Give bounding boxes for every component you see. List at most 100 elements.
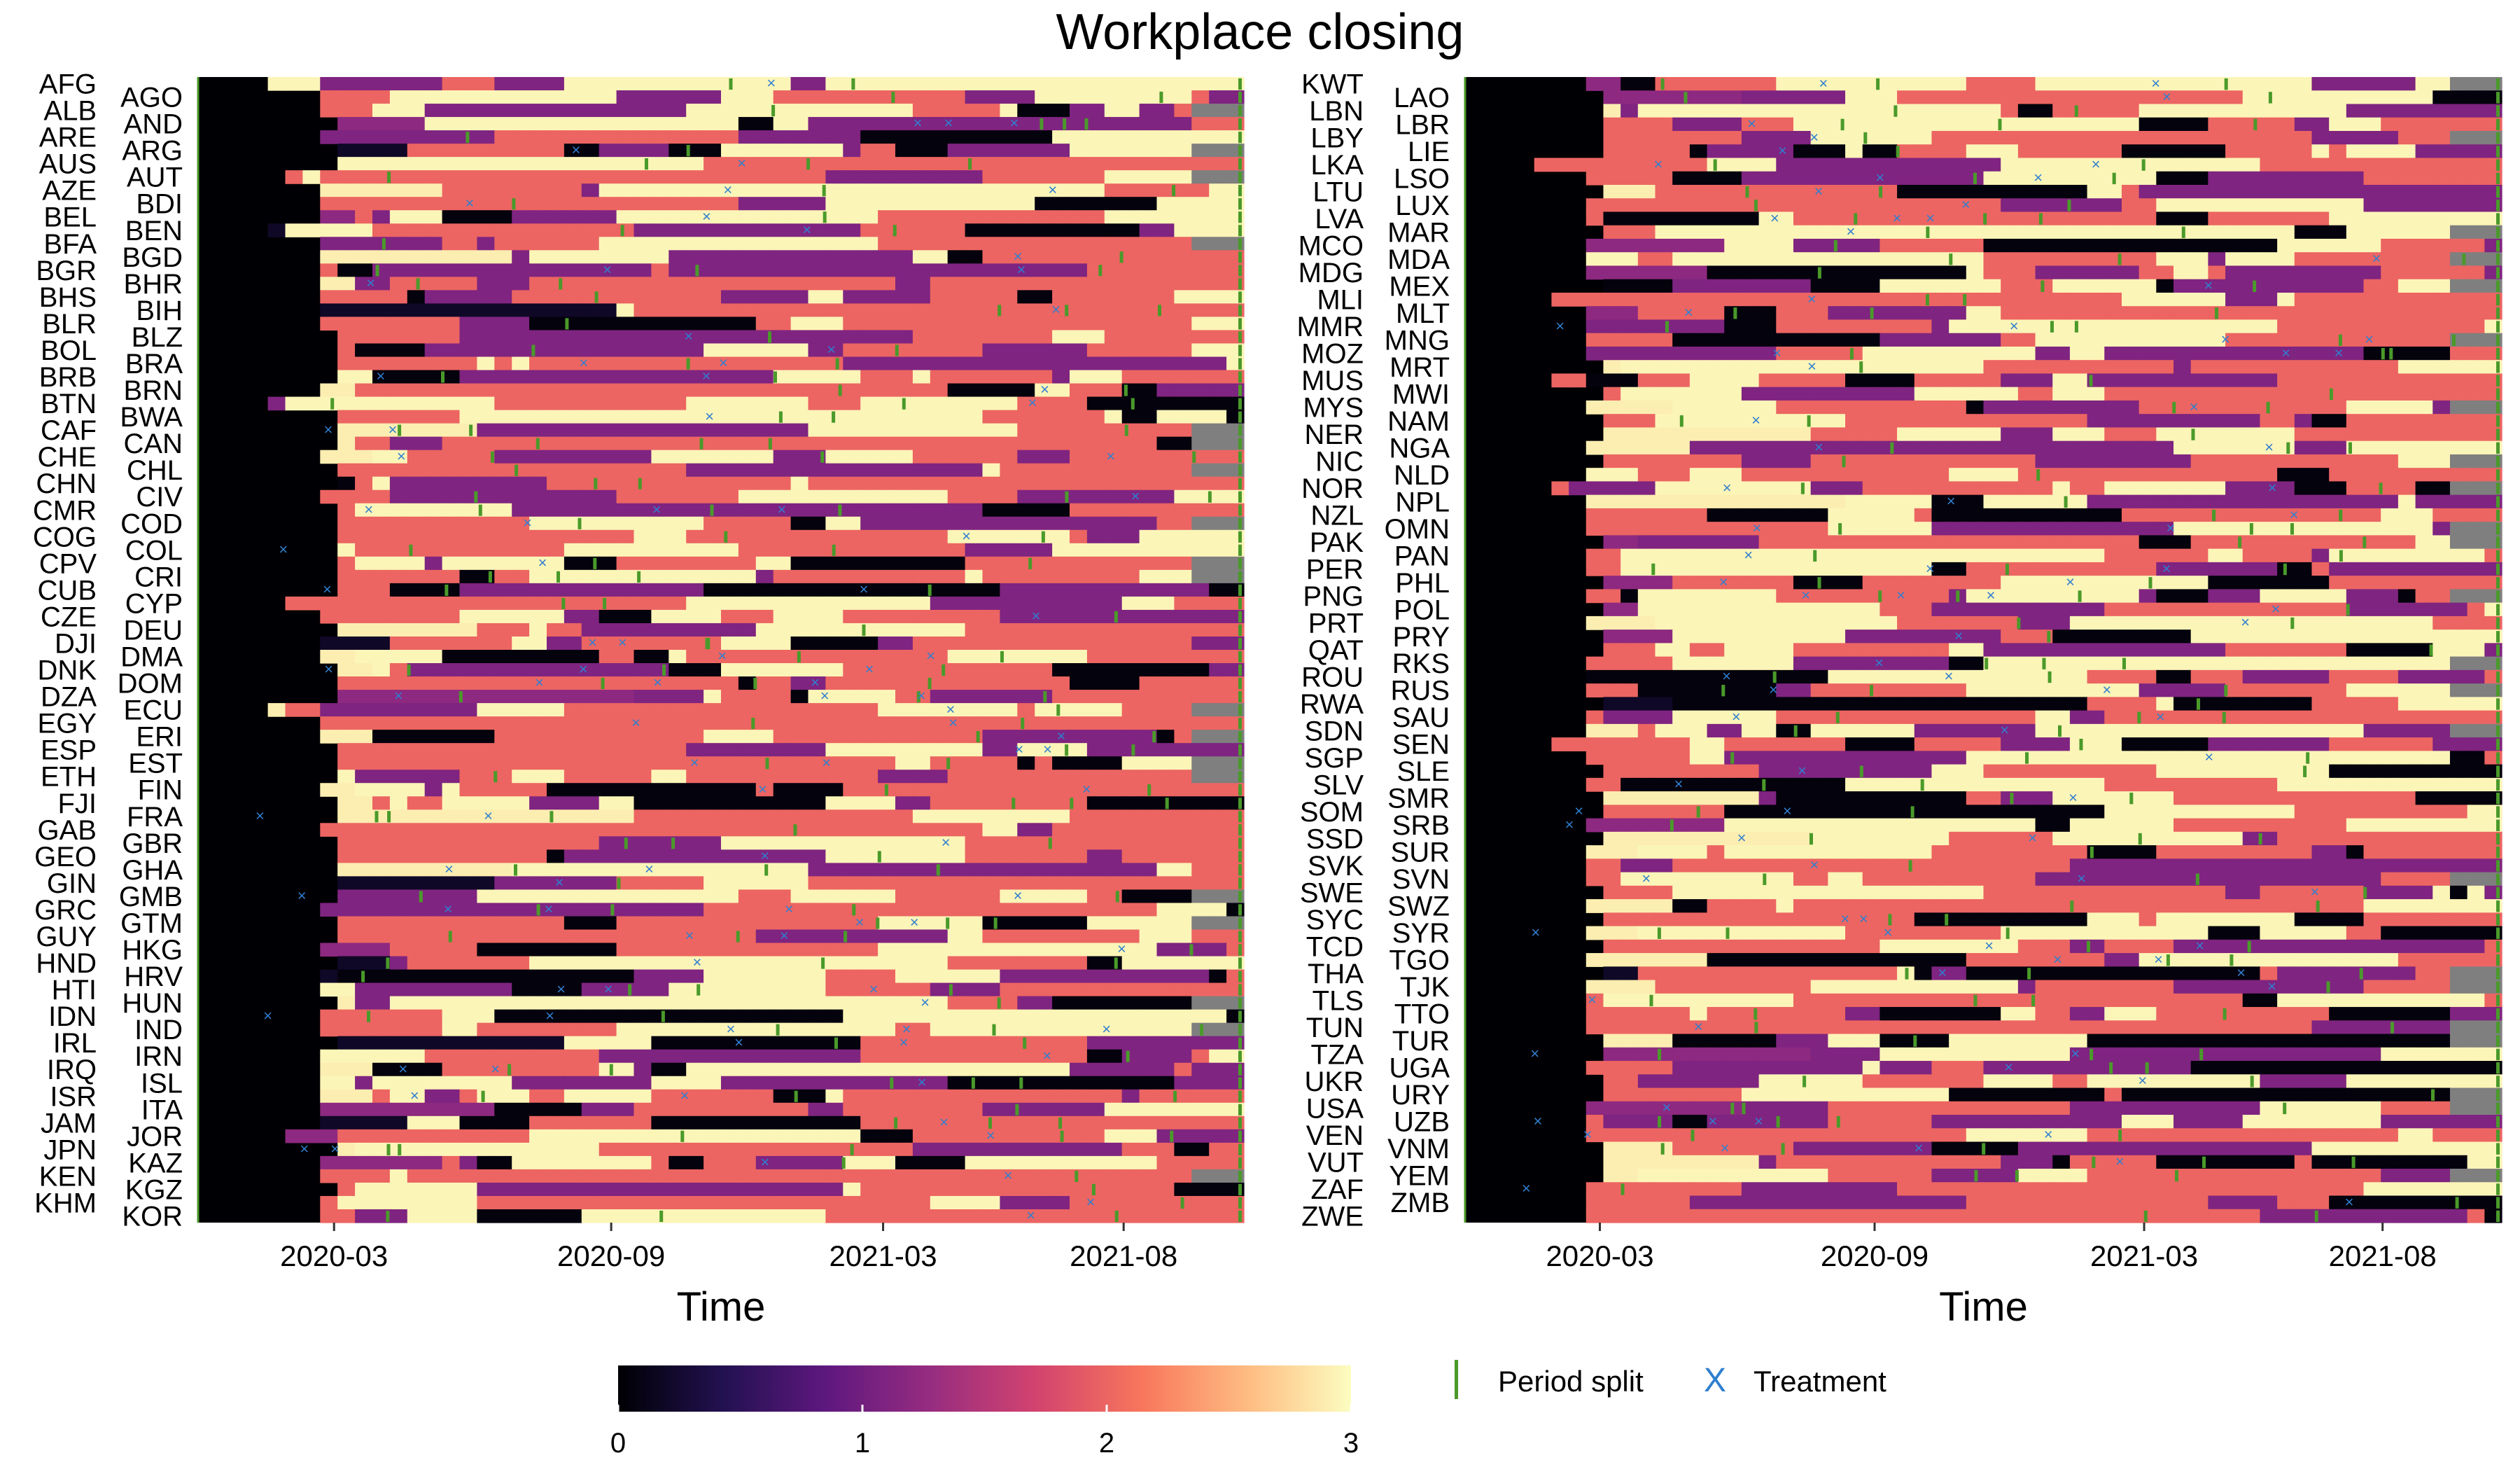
treatment-marker: × bbox=[484, 807, 493, 824]
heatmap-cell bbox=[843, 250, 861, 264]
heatmap-cell bbox=[913, 330, 931, 344]
period-split-mark bbox=[1158, 305, 1161, 316]
heatmap-cell bbox=[895, 756, 913, 770]
heatmap-cell bbox=[617, 863, 635, 877]
heatmap-cell bbox=[425, 477, 443, 491]
heatmap-cell bbox=[704, 597, 722, 611]
heatmap-cell bbox=[337, 490, 356, 504]
heatmap-cell bbox=[1191, 783, 1210, 797]
heatmap-cell bbox=[1174, 943, 1192, 957]
heatmap-cell bbox=[1174, 157, 1192, 171]
treatment-marker: × bbox=[780, 927, 789, 945]
heatmap-cell bbox=[390, 397, 408, 411]
heatmap-cell bbox=[651, 1116, 669, 1130]
heatmap-cell bbox=[668, 303, 687, 317]
period-split-mark bbox=[361, 971, 365, 982]
heatmap-cell bbox=[372, 503, 391, 517]
heatmap-cell bbox=[825, 1103, 844, 1117]
heatmap-cell bbox=[512, 130, 530, 144]
heatmap-cell bbox=[651, 530, 669, 544]
heatmap-cell bbox=[791, 356, 809, 370]
heatmap-cell bbox=[860, 1129, 878, 1143]
heatmap-cell bbox=[390, 250, 408, 264]
heatmap-cell bbox=[791, 983, 809, 997]
heatmap-cell bbox=[617, 290, 635, 304]
heatmap-cell bbox=[860, 1103, 878, 1117]
heatmap-cell bbox=[390, 330, 408, 344]
heatmap-cell bbox=[860, 716, 878, 730]
heatmap-cell bbox=[774, 1090, 792, 1104]
heatmap-cell bbox=[668, 263, 687, 277]
period-split-mark bbox=[774, 371, 777, 382]
period-split-mark bbox=[836, 358, 839, 369]
heatmap-cell bbox=[547, 809, 565, 823]
heatmap-cell bbox=[460, 1183, 478, 1197]
heatmap-cell bbox=[1209, 1036, 1227, 1050]
heatmap-cell bbox=[564, 1143, 582, 1157]
period-split-mark bbox=[1238, 1197, 1242, 1209]
period-split-mark bbox=[968, 158, 972, 169]
heatmap-cell bbox=[686, 223, 704, 237]
heatmap-cell bbox=[1157, 77, 1175, 91]
heatmap-cell bbox=[704, 1103, 722, 1117]
heatmap-cell bbox=[390, 1116, 408, 1130]
heatmap-cell bbox=[512, 623, 530, 637]
heatmap-cell bbox=[930, 903, 948, 917]
heatmap-cell bbox=[983, 863, 1001, 877]
heatmap-cell bbox=[582, 263, 600, 277]
heatmap-cell bbox=[686, 343, 704, 357]
period-split-mark bbox=[409, 545, 412, 556]
heatmap-cell bbox=[1070, 424, 1088, 438]
heatmap-cell bbox=[425, 583, 443, 597]
heatmap-cell bbox=[1122, 317, 1140, 331]
heatmap-cell bbox=[738, 650, 757, 664]
heatmap-cell bbox=[983, 849, 1001, 863]
heatmap-cell bbox=[320, 77, 338, 91]
heatmap-cell bbox=[1035, 823, 1053, 837]
heatmap-cell bbox=[808, 303, 827, 317]
heatmap-cell bbox=[1035, 889, 1053, 903]
heatmap-cell bbox=[1017, 144, 1035, 158]
heatmap-cell bbox=[1209, 1090, 1227, 1104]
heatmap-cell bbox=[599, 1023, 617, 1037]
heatmap-cell bbox=[721, 197, 739, 211]
heatmap-cell bbox=[529, 277, 547, 291]
heatmap-cell bbox=[860, 330, 878, 344]
heatmap-cell bbox=[721, 1196, 739, 1210]
heatmap-cell bbox=[1122, 916, 1140, 930]
period-split-mark bbox=[382, 238, 386, 249]
heatmap-cell bbox=[1140, 384, 1158, 398]
heatmap-cell bbox=[529, 929, 547, 943]
heatmap-cell bbox=[808, 437, 827, 451]
heatmap-cell bbox=[582, 1156, 600, 1170]
heatmap-cell bbox=[913, 1209, 931, 1223]
heatmap-cell bbox=[843, 849, 861, 863]
heatmap-cell bbox=[442, 370, 461, 384]
heatmap-cell bbox=[494, 1076, 512, 1090]
heatmap-cell bbox=[808, 356, 827, 370]
heatmap-cell bbox=[774, 1103, 792, 1117]
heatmap-cell bbox=[1122, 343, 1140, 357]
heatmap-cell bbox=[320, 170, 338, 184]
heatmap-cell bbox=[407, 1103, 426, 1117]
heatmap-cell bbox=[756, 610, 774, 624]
heatmap-cell bbox=[825, 770, 844, 784]
heatmap-cell bbox=[1000, 450, 1018, 464]
heatmap-cell bbox=[512, 1196, 530, 1210]
heatmap-cell bbox=[1070, 663, 1088, 677]
heatmap-cell bbox=[756, 237, 774, 251]
heatmap-cell bbox=[1000, 210, 1018, 224]
heatmap-cell bbox=[913, 716, 931, 730]
heatmap-cell bbox=[390, 849, 408, 863]
heatmap-cell bbox=[1070, 183, 1088, 197]
heatmap-cell bbox=[337, 477, 356, 491]
heatmap-cell bbox=[547, 676, 565, 690]
heatmap-cell bbox=[582, 330, 600, 344]
heatmap-cell bbox=[1140, 957, 1158, 971]
heatmap-cell bbox=[512, 889, 530, 903]
heatmap-cell bbox=[738, 1010, 757, 1024]
heatmap-cell bbox=[512, 823, 530, 837]
heatmap-cell bbox=[774, 943, 792, 957]
heatmap-cell bbox=[1087, 557, 1105, 571]
heatmap-cell bbox=[1070, 157, 1088, 171]
